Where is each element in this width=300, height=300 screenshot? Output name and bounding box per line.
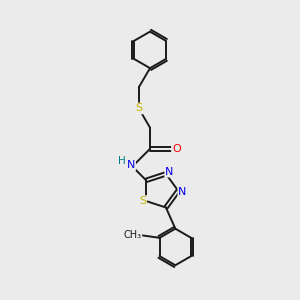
Text: S: S — [139, 196, 146, 206]
Text: N: N — [165, 167, 174, 177]
Text: N: N — [178, 187, 187, 197]
Text: O: O — [132, 230, 141, 240]
Text: H: H — [118, 156, 125, 166]
Text: S: S — [135, 103, 142, 113]
Text: O: O — [172, 144, 181, 154]
Text: CH₃: CH₃ — [124, 230, 142, 240]
Text: N: N — [127, 160, 135, 170]
